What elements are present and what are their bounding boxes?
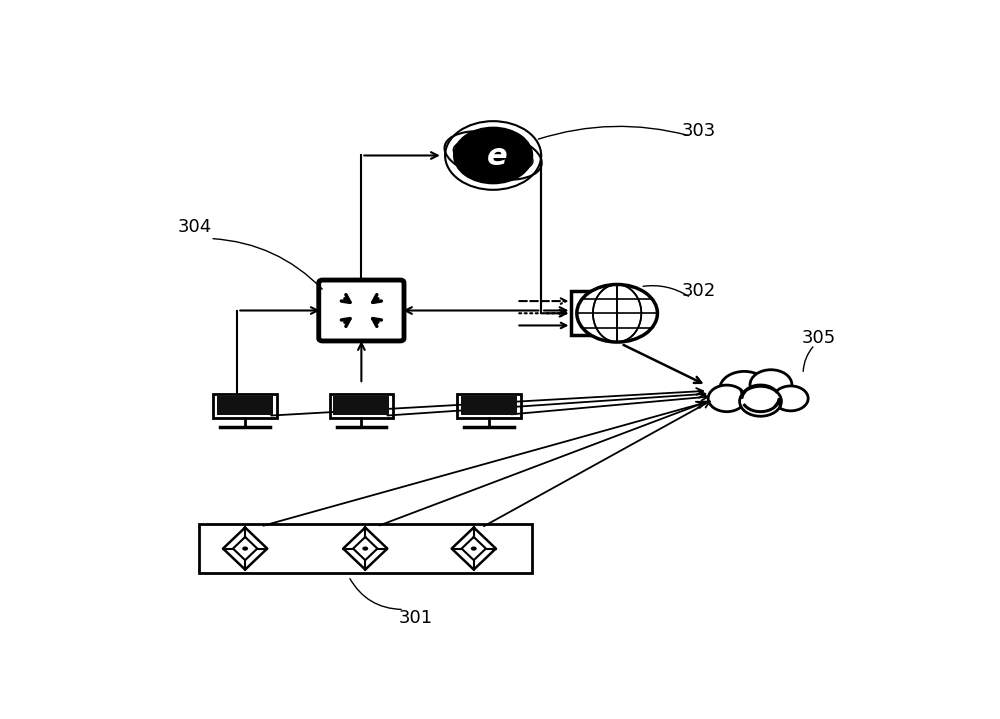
Text: 305: 305 [802, 329, 836, 347]
Circle shape [708, 385, 745, 412]
FancyBboxPatch shape [217, 396, 273, 415]
Circle shape [242, 546, 248, 551]
Circle shape [720, 372, 769, 406]
Text: 301: 301 [399, 609, 433, 627]
FancyBboxPatch shape [457, 394, 521, 418]
Text: 304: 304 [178, 219, 212, 237]
Circle shape [471, 546, 477, 551]
FancyBboxPatch shape [213, 394, 277, 418]
Text: e: e [487, 142, 507, 171]
FancyBboxPatch shape [199, 523, 532, 574]
Circle shape [740, 386, 781, 416]
Circle shape [773, 386, 808, 411]
Text: 302: 302 [681, 282, 716, 300]
FancyBboxPatch shape [330, 394, 393, 418]
FancyBboxPatch shape [461, 396, 517, 415]
FancyBboxPatch shape [333, 396, 389, 415]
Circle shape [750, 370, 792, 400]
FancyBboxPatch shape [319, 280, 404, 341]
Circle shape [577, 285, 657, 342]
Circle shape [454, 127, 533, 183]
FancyBboxPatch shape [571, 291, 593, 336]
Circle shape [362, 546, 368, 551]
Text: 303: 303 [681, 122, 716, 139]
